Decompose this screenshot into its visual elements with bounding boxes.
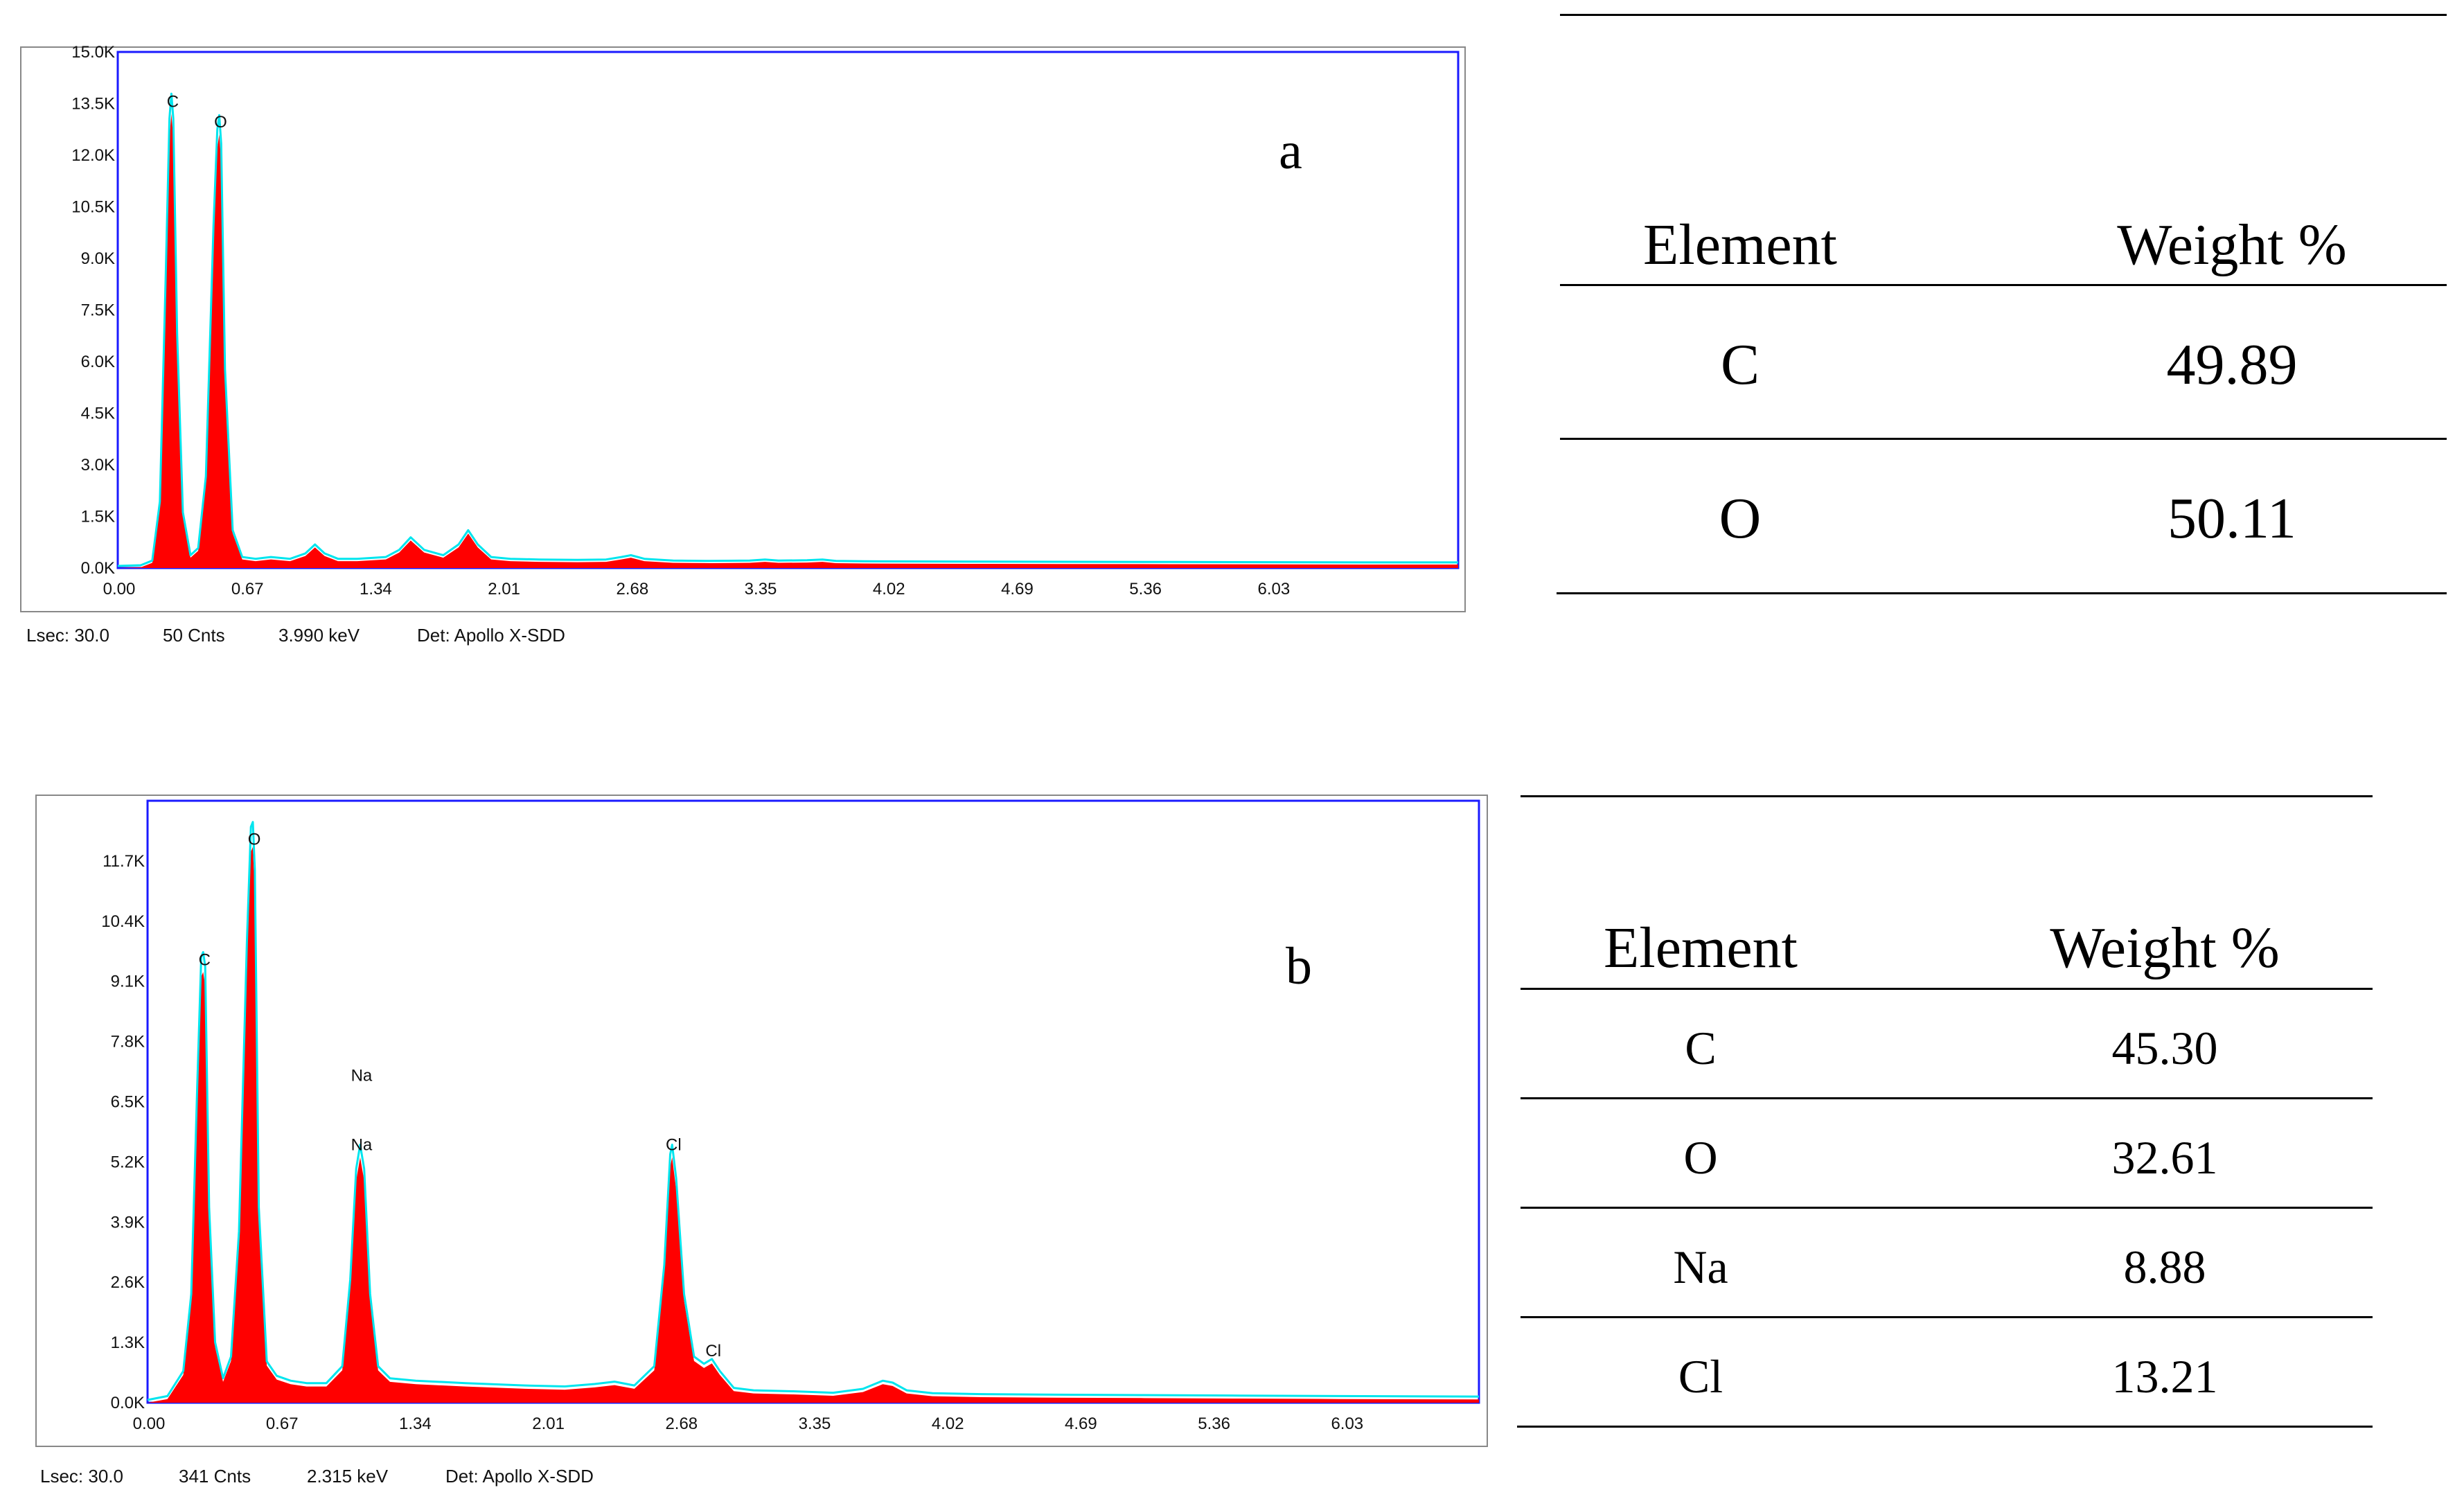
x-tick-label: 2.68 [665,1414,698,1433]
table-b-rule-1 [1521,1097,2373,1099]
table-a-header-weight: Weight % [2117,213,2347,277]
footer-det-a: Det: Apollo X-SDD [417,625,565,646]
x-tick-label: 5.36 [1198,1414,1230,1433]
y-tick-label: 6.0K [81,353,115,371]
peak-label-na: Na [351,1136,373,1155]
table-a-row-1-weight: 49.89 [2166,332,2298,397]
x-tick-label: 6.03 [1258,580,1291,598]
y-tick-label: 0.0K [81,559,115,578]
table-a-header-rule [1560,284,2447,286]
x-tick-label: 0.67 [231,580,264,598]
table-a-row-rule [1560,438,2447,440]
x-tick-label: 4.69 [1001,580,1034,598]
spectrum-panel-b: 0.0K 1.3K 2.6K 3.9K 5.2K 6.5K 7.8K 9.1K 10.4K 11.… [0,776,1503,1499]
footer-cnts-b: 341 Cnts [179,1466,251,1487]
x-tick-label: 3.35 [799,1414,831,1433]
y-tick-label: 5.2K [111,1153,145,1171]
table-a-row-1-element: C [1720,332,1760,397]
x-tick-label: 4.02 [873,580,905,598]
spectrum-outline [147,821,1480,1401]
weight-table-b: Element Weight % C 45.30 O 32.61 Na 8.88… [1517,795,2373,1433]
x-tick-label: 4.69 [1065,1414,1097,1433]
table-b-row-1-element: C [1685,1022,1717,1074]
footer-kev-b: 2.315 keV [307,1466,389,1487]
spectrum-chart-b: 0.0K 1.3K 2.6K 3.9K 5.2K 6.5K 7.8K 9.1K 10.4K 11.… [35,795,1488,1447]
y-tick-label: 4.5K [81,405,115,423]
x-tick-label: 1.34 [399,1414,432,1433]
footer-lsec-a: Lsec: 30.0 [26,625,109,646]
table-b-rule-3 [1521,1316,2373,1318]
spectrum-outline [117,92,1458,567]
y-tick-label: 3.0K [81,456,115,474]
x-tick-label: 6.03 [1331,1414,1363,1433]
x-tick-label: 2.01 [532,1414,565,1433]
table-a-header-element: Element [1643,213,1837,277]
y-tick-label: 7.8K [111,1033,145,1052]
table-b-row-2-element: O [1683,1131,1718,1184]
table-b-header-weight: Weight % [2050,916,2280,980]
y-tick-label: 7.5K [81,301,115,320]
y-tick-label: 11.7K [103,852,145,871]
table-a-row-2-element: O [1719,486,1762,551]
y-tick-label: 10.4K [101,912,145,931]
peak-label-c: C [167,92,179,111]
footer-lsec-b: Lsec: 30.0 [40,1466,123,1487]
table-b-top-rule [1521,795,2373,797]
table-b-bottom-rule [1517,1426,2373,1428]
plot-frame [116,51,1460,569]
chart-border [20,46,1466,612]
panel-label-b: b [1286,937,1312,995]
x-tick-label: 0.00 [103,580,136,598]
x-tick-label: 0.00 [133,1414,166,1433]
y-tick-label: 3.9K [111,1213,145,1232]
peak-label-na: Na [351,1066,373,1085]
y-tick-label: 1.3K [111,1333,145,1352]
table-b-header-element: Element [1604,916,1798,980]
y-tick-label: 10.5K [71,198,115,217]
x-tick-label: 2.01 [488,580,520,598]
spectrum-fill [118,114,1458,568]
table-b-row-2-weight: 32.61 [2111,1131,2218,1184]
y-tick-label: 6.5K [111,1093,145,1112]
table-a-top-rule [1560,14,2447,16]
table-a-bottom-rule [1557,592,2447,594]
panel-label-a: a [1279,122,1302,180]
x-tick-label: 3.35 [745,580,777,598]
y-tick-label: 9.0K [81,249,115,268]
spectrum-chart-a: 0.0K 1.5K 3.0K 4.5K 6.0K 7.5K 9.0K 10.5K 12.0K 13… [20,43,1466,612]
x-tick-label: 5.36 [1129,580,1162,598]
y-tick-label: 1.5K [81,508,115,526]
footer-det-b: Det: Apollo X-SDD [445,1466,594,1487]
peak-label-cl: Cl [705,1342,721,1360]
y-tick-label: 13.5K [71,95,115,114]
x-tick-label: 1.34 [360,580,392,598]
table-b-rule-2 [1521,1207,2373,1209]
table-a-row-2-weight: 50.11 [2168,486,2296,551]
x-tick-label: 2.68 [616,580,648,598]
peak-label-cl: Cl [666,1136,682,1155]
y-tick-label: 9.1K [111,973,145,991]
x-tick-label: 4.02 [932,1414,964,1433]
y-tick-label: 2.6K [111,1273,145,1292]
spectrum-panel-a: 0.0K 1.5K 3.0K 4.5K 6.0K 7.5K 9.0K 10.5K 12.0K 13… [0,0,1482,693]
peak-label-o: O [248,831,261,849]
chart-border [35,795,1488,1447]
table-b-row-3-element: Na [1673,1241,1728,1293]
peak-label-o: O [214,113,227,132]
y-tick-label: 12.0K [71,146,115,165]
x-tick-label: 0.67 [266,1414,299,1433]
table-b-header-rule [1521,988,2373,990]
table-b-row-4-weight: 13.21 [2111,1350,2218,1403]
footer-cnts-a: 50 Cnts [163,625,225,646]
table-b-row-4-element: Cl [1678,1350,1723,1403]
table-b-row-3-weight: 8.88 [2123,1241,2206,1293]
footer-kev-a: 3.990 keV [278,625,360,646]
y-tick-label: 15.0K [71,43,115,62]
peak-label-c: C [199,950,211,969]
table-b-row-1-weight: 45.30 [2111,1022,2218,1074]
weight-table-a: Element Weight % C 49.89 O 50.11 [1557,0,2448,610]
y-tick-label: 0.0K [111,1394,145,1412]
